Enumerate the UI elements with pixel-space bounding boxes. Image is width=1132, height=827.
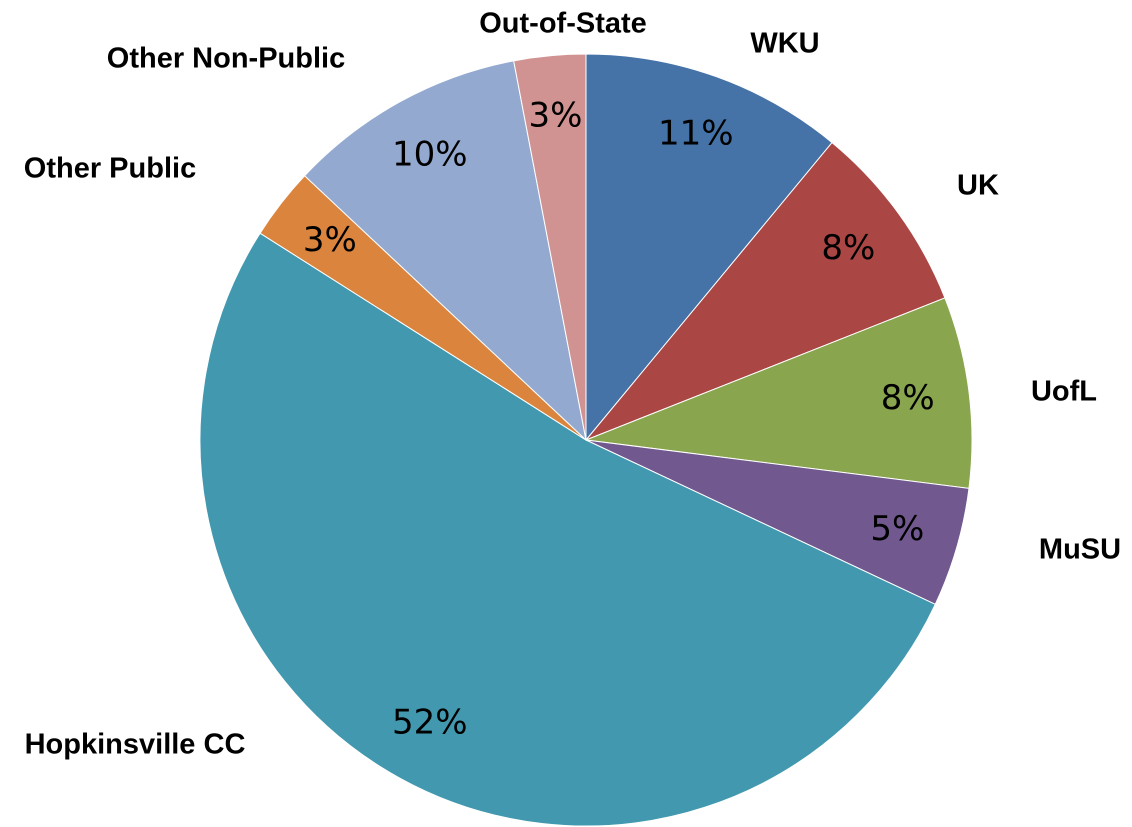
data-label: 52% xyxy=(392,703,468,743)
category-label: WKU xyxy=(750,28,819,60)
pie-slice xyxy=(585,141,946,441)
pie-slice xyxy=(513,53,587,441)
category-label: Other Public xyxy=(24,153,196,185)
data-label: 8% xyxy=(881,378,935,418)
pie-slice xyxy=(585,297,973,489)
category-label: Other Non-Public xyxy=(107,43,345,75)
category-label: UK xyxy=(957,170,999,202)
data-label: 3% xyxy=(303,220,357,260)
data-label: 10% xyxy=(392,134,468,174)
pie-slice xyxy=(585,53,833,442)
category-label: UofL xyxy=(1031,376,1097,408)
data-label: 11% xyxy=(658,113,734,153)
data-label: 5% xyxy=(870,509,924,549)
pie-slice xyxy=(199,232,936,827)
category-label: Hopkinsville CC xyxy=(25,729,246,761)
category-label: Out-of-State xyxy=(479,8,647,40)
data-label: 8% xyxy=(821,228,875,268)
data-label: 3% xyxy=(529,96,583,136)
category-label: MuSU xyxy=(1039,534,1121,566)
pie-slice xyxy=(303,60,587,442)
